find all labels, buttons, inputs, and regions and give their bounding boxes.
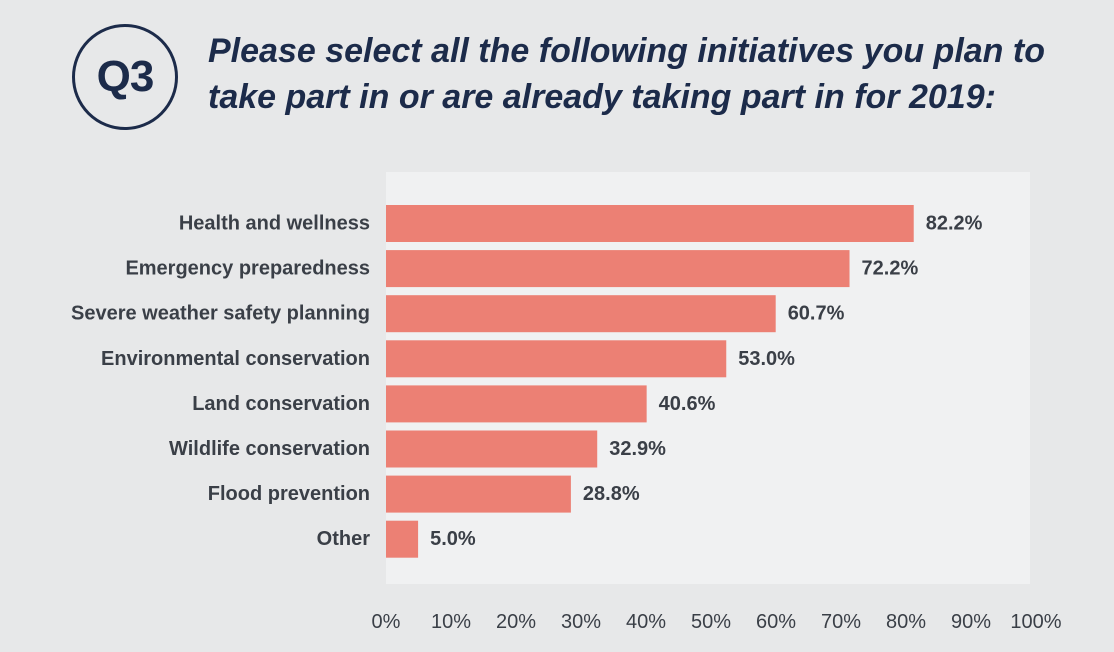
bar-3 bbox=[386, 295, 776, 333]
x-tick-label-5: 50% bbox=[691, 611, 731, 633]
bars-layer bbox=[386, 205, 914, 558]
value-label-6: 32.9% bbox=[609, 438, 666, 460]
category-labels: Health and wellness Emergency preparednes… bbox=[71, 213, 370, 551]
question-title-line-2: take part in or are already taking part … bbox=[208, 78, 996, 116]
question-title-line-1: Please select all the following initiati… bbox=[208, 32, 1045, 70]
x-tick-label-9: 90% bbox=[951, 611, 991, 633]
bar-6 bbox=[386, 430, 598, 468]
value-labels: 82.2% 72.2% 60.7% 53.0% 40.6% 32.9% 28.8% 5.0% bbox=[430, 213, 983, 551]
category-label-6: Wildlife conservation bbox=[169, 438, 370, 460]
question-number-badge: Q3 bbox=[72, 24, 178, 130]
value-label-7: 28.8% bbox=[583, 483, 640, 505]
category-label-7: Flood prevention bbox=[208, 483, 370, 505]
category-label-8: Other bbox=[317, 528, 371, 550]
x-tick-label-10: 100% bbox=[1010, 611, 1061, 633]
value-label-4: 53.0% bbox=[738, 348, 795, 370]
value-label-2: 72.2% bbox=[862, 258, 919, 280]
category-label-2: Emergency preparedness bbox=[125, 258, 370, 280]
value-label-5: 40.6% bbox=[659, 393, 716, 415]
x-tick-label-1: 10% bbox=[431, 611, 471, 633]
value-label-8: 5.0% bbox=[430, 528, 476, 550]
x-tick-label-3: 30% bbox=[561, 611, 601, 633]
value-label-3: 60.7% bbox=[788, 303, 845, 325]
question-number: Q3 bbox=[96, 52, 155, 101]
category-label-1: Health and wellness bbox=[179, 213, 370, 235]
x-axis-ticks: 0% 10% 20% 30% 40% 50% 60% 70% 80% 90% 100% bbox=[372, 611, 1062, 633]
x-tick-label-7: 70% bbox=[821, 611, 861, 633]
bar-7 bbox=[386, 475, 571, 513]
bar-5 bbox=[386, 385, 647, 423]
category-label-3: Severe weather safety planning bbox=[71, 303, 370, 325]
question-title: Please select all the following initiati… bbox=[208, 28, 1088, 120]
bar-4 bbox=[386, 340, 727, 378]
category-label-5: Land conservation bbox=[192, 393, 370, 415]
x-tick-label-0: 0% bbox=[372, 611, 401, 633]
bar-1 bbox=[386, 205, 914, 242]
x-tick-label-2: 20% bbox=[496, 611, 536, 633]
bar-8 bbox=[386, 520, 419, 558]
bar-2 bbox=[386, 250, 850, 288]
category-label-4: Environmental conservation bbox=[101, 348, 370, 370]
x-tick-label-6: 60% bbox=[756, 611, 796, 633]
value-label-1: 82.2% bbox=[926, 213, 983, 235]
x-tick-label-8: 80% bbox=[886, 611, 926, 633]
x-tick-label-4: 40% bbox=[626, 611, 666, 633]
